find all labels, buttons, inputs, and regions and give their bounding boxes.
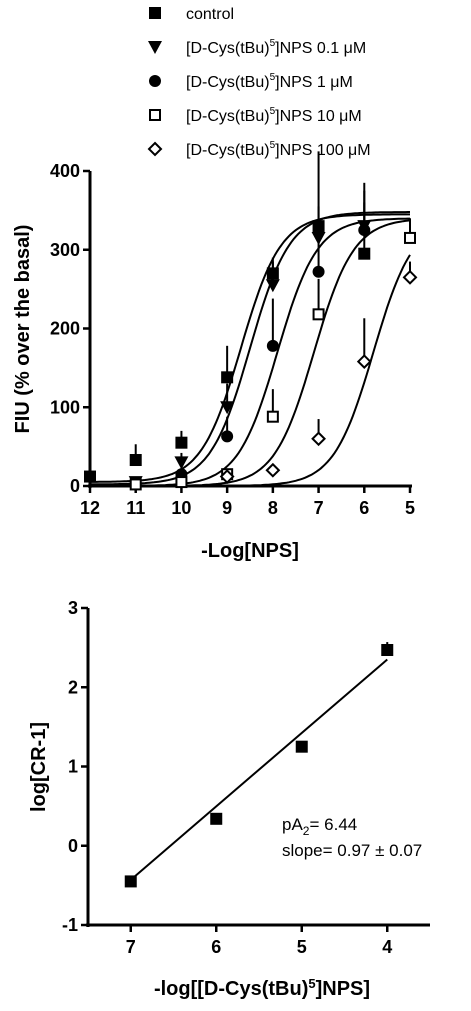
point-2-p2 — [295, 740, 308, 753]
y-tick-label-1: 100 — [50, 397, 80, 417]
point-s2-p5 — [358, 224, 371, 237]
legend: control [D-Cys(tBu)5]NPS 0.1 μM [D-Cys(tBu… — [147, 6, 371, 159]
point-s2-p3 — [266, 339, 279, 352]
legend-marker-2 — [149, 75, 161, 87]
x2-tick-label-2: 5 — [297, 937, 307, 957]
x-tick-label-5: 7 — [314, 498, 324, 518]
point-s3-p5 — [404, 231, 416, 244]
point-s1-p2 — [220, 401, 235, 415]
point-s3-p4 — [312, 308, 325, 321]
legend-label-1: [D-Cys(tBu)5]NPS 0.1 μM — [186, 38, 366, 57]
point-2-p1 — [210, 812, 223, 825]
point-s0-p2 — [175, 436, 188, 449]
legend-marker-4 — [147, 141, 163, 157]
x-tick-label-1: 11 — [126, 498, 145, 518]
point-s0-p4 — [266, 267, 279, 280]
x-tick-label-6: 6 — [359, 498, 369, 518]
legend-label-3: [D-Cys(tBu)5]NPS 10 μM — [186, 106, 362, 125]
point-s1-p4 — [311, 231, 326, 245]
point-s3-p3 — [266, 410, 279, 423]
legend-label-4: [D-Cys(tBu)5]NPS 100 μM — [186, 140, 371, 159]
x2-tick-label-1: 6 — [211, 937, 221, 957]
pa2-annotation: pA2= 6.44 — [282, 815, 357, 838]
fit-curve-0 — [90, 213, 410, 483]
y-tick-label-3: 300 — [50, 240, 80, 260]
point-s4-p2 — [311, 431, 326, 447]
x-tick-label-2: 10 — [171, 498, 191, 518]
fit-curve-4 — [90, 254, 411, 487]
regression-line — [130, 658, 388, 881]
x-tick-label-7: 5 — [405, 498, 415, 518]
legend-marker-3 — [149, 109, 161, 121]
slope-annotation: slope= 0.97 ± 0.07 — [282, 841, 422, 860]
y2-axis-title: log[CR-1] — [28, 722, 50, 812]
point-s4-p0 — [219, 469, 235, 484]
x-axis-title: -Log[NPS] — [201, 540, 299, 562]
y-axis-title: FIU (% over the basal) — [12, 225, 34, 434]
legend-label-2: [D-Cys(tBu)5]NPS 1 μM — [186, 72, 353, 91]
y2-tick-label-1: 0 — [68, 836, 78, 856]
dose-response-chart: 0 100 200 300 400 12 11 10 9 8 7 6 5 -Log[NPS] FIU (% … — [12, 151, 418, 562]
fit-curve-3 — [90, 219, 411, 487]
x2-tick-label-3: 4 — [382, 937, 392, 957]
point-s0-p1 — [129, 454, 142, 467]
y-tick-label-0: 0 — [70, 476, 80, 496]
point-s3-p0 — [129, 478, 142, 491]
point-s0-p6 — [358, 247, 371, 260]
point-s2-p4 — [312, 265, 325, 278]
legend-marker-1 — [148, 41, 162, 54]
point-s1-p1 — [174, 456, 189, 470]
x-tick-label-4: 8 — [268, 498, 278, 518]
x-tick-label-3: 9 — [222, 498, 232, 518]
point-s4-p4 — [402, 269, 418, 285]
point-s0-p3 — [221, 371, 234, 384]
x-tick-label-0: 12 — [80, 498, 100, 518]
y2-tick-label-2: 1 — [68, 757, 78, 777]
point-s3-p1 — [175, 476, 188, 489]
point-s1-p3 — [265, 279, 280, 293]
point-s0-p0 — [84, 470, 96, 483]
point-s4-p1 — [265, 462, 281, 478]
legend-marker-0 — [149, 7, 161, 19]
schild-plot: -1 0 1 2 3 7 6 5 4 -log[[D-Cys(tBu)5]NPS] log[CR-1… — [28, 598, 430, 1000]
point-2-p3 — [381, 644, 394, 657]
legend-label-0: control — [186, 6, 234, 23]
fit-curve-1 — [90, 211, 410, 486]
point-s4-p3 — [356, 354, 372, 369]
y-tick-label-2: 200 — [50, 319, 80, 339]
point-2-p0 — [124, 875, 137, 888]
x2-axis-title: -log[[D-Cys(tBu)5]NPS] — [154, 976, 370, 1000]
y2-tick-label-3: 2 — [68, 677, 78, 697]
x2-tick-label-0: 7 — [126, 937, 136, 957]
y2-tick-label-4: 3 — [68, 598, 78, 618]
point-s2-p2 — [221, 430, 234, 443]
y2-tick-label-0: -1 — [62, 915, 78, 935]
point-s0-p5 — [312, 220, 325, 233]
y-tick-label-4: 400 — [50, 161, 80, 181]
